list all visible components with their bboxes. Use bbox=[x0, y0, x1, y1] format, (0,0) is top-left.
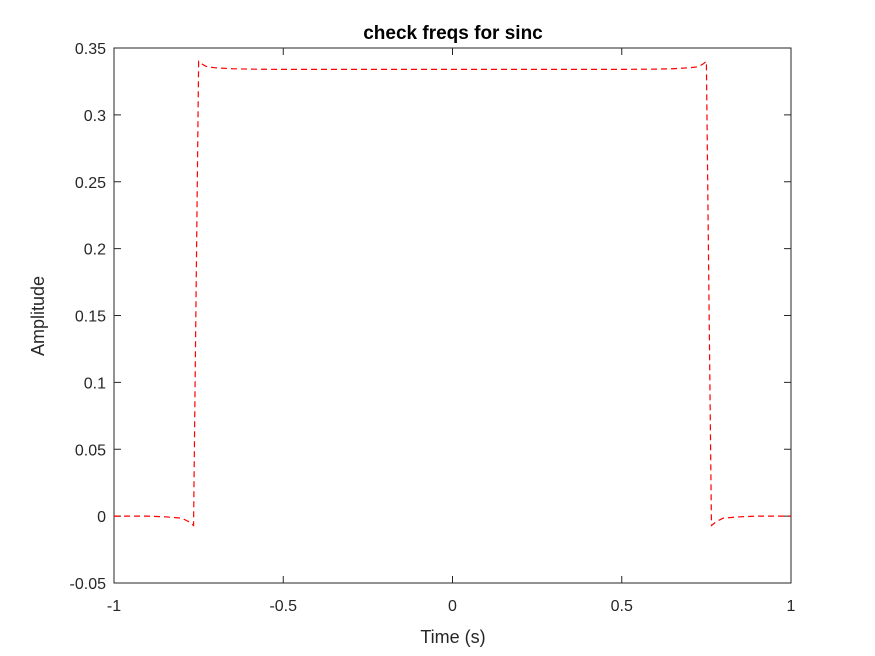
x-tick-label: -0.5 bbox=[269, 598, 297, 615]
x-tick-label: 0 bbox=[448, 598, 457, 615]
y-tick-label: 0.15 bbox=[75, 309, 106, 326]
y-tick-label: 0.05 bbox=[75, 442, 106, 459]
y-tick-label: 0.2 bbox=[84, 242, 106, 259]
y-tick-label: 0.35 bbox=[75, 41, 106, 58]
chart-title: check freqs for sinc bbox=[363, 23, 543, 44]
y-tick-label: 0.1 bbox=[84, 375, 106, 392]
y-tick-label: 0.3 bbox=[84, 108, 106, 125]
y-axis-label: Amplitude bbox=[28, 276, 48, 356]
x-tick-label: 0.5 bbox=[611, 598, 633, 615]
x-tick-label: 1 bbox=[787, 598, 796, 615]
y-tick-label: 0 bbox=[97, 509, 106, 526]
y-tick-label: 0.25 bbox=[75, 175, 106, 192]
plot-area: -1 -0.5 0 0.5 1 -0.05 0 0.05 0.1 0.15 0.2 0.25 0.3 0.… bbox=[70, 41, 796, 615]
x-tick-label: -1 bbox=[107, 598, 121, 615]
y-tick-label: -0.05 bbox=[70, 576, 107, 593]
x-axis-label: Time (s) bbox=[420, 627, 485, 647]
series-line bbox=[114, 60, 791, 527]
